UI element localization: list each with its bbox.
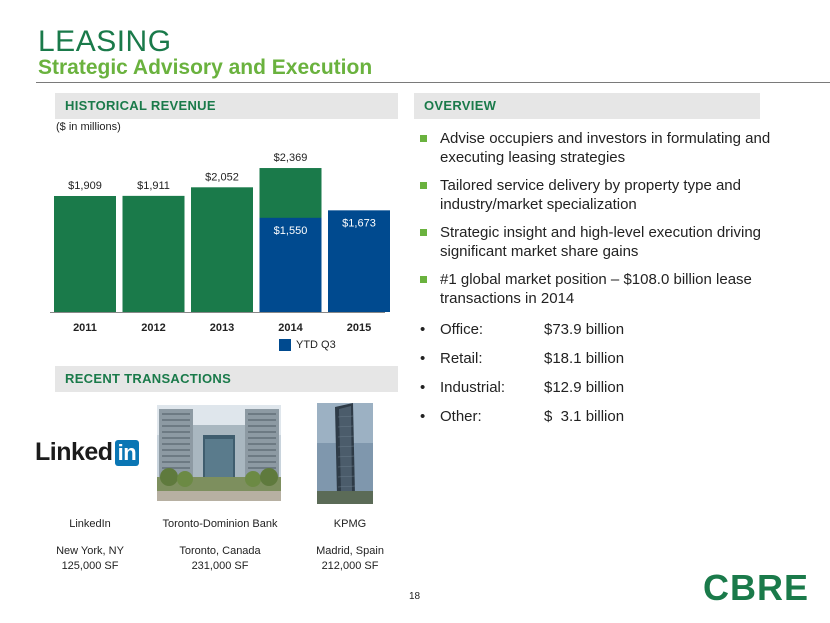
toronto-dominion-building-photo: [157, 405, 281, 501]
bullet-square-icon: [420, 276, 427, 283]
breakdown-row-other: • Other: $ 3.1 billion: [420, 408, 625, 425]
kpmg-tower-photo: [317, 403, 373, 504]
chart-units-label: ($ in millions): [56, 121, 121, 133]
bar-label-ytd-2015: $1,673: [342, 217, 376, 229]
transaction-kpmg: KPMG Madrid, Spain 212,000 SF: [316, 518, 384, 572]
overview-header: OVERVIEW: [414, 93, 760, 119]
recent-transactions-header: RECENT TRANSACTIONS: [55, 366, 398, 392]
cbre-logo: CBRE: [703, 567, 810, 608]
breakdown-row-office: • Office: $73.9 billion: [420, 321, 625, 338]
x-tick-2012: 2012: [141, 322, 165, 334]
x-tick-2011: 2011: [73, 322, 97, 334]
overview-bullet: #1 global market position – $108.0 billi…: [420, 270, 780, 308]
transaction-linkedin: LinkedIn New York, NY 125,000 SF: [56, 518, 124, 572]
page-subtitle: Strategic Advisory and Execution: [38, 56, 373, 79]
bar-ytd-2014: [259, 217, 322, 312]
x-tick-2013: 2013: [210, 322, 234, 334]
bar-ytd-2015: [328, 210, 390, 312]
bar-label-full-year-2013: $2,052: [205, 171, 239, 183]
bar-label-full-year-2014: $2,369: [274, 152, 308, 164]
bullet-square-icon: [420, 229, 427, 236]
bar-full-year-2011: [54, 195, 116, 312]
x-tick-2014: 2014: [278, 322, 303, 334]
title-divider: [36, 82, 830, 83]
x-tick-2015: 2015: [347, 322, 371, 334]
transaction-td-bank: Toronto-Dominion Bank Toronto, Canada 23…: [162, 518, 278, 572]
page-number: 18: [409, 591, 421, 602]
legend-swatch-ytd: [279, 339, 291, 351]
linkedin-logo: Linked in: [35, 438, 140, 467]
breakdown-row-industrial: • Industrial: $12.9 billion: [420, 379, 625, 396]
overview-bullet: Tailored service delivery by property ty…: [420, 176, 780, 214]
breakdown-row-retail: • Retail: $18.1 billion: [420, 350, 625, 367]
page-title: LEASING: [38, 25, 172, 58]
revenue-bar-chart: $1,909 2011 $1,911 2012 $2,052 2013 $2,369 $1,5…: [50, 152, 390, 334]
bullet-square-icon: [420, 135, 427, 142]
bar-label-ytd-2014: $1,550: [274, 225, 308, 237]
bullet-dot-icon: •: [420, 408, 426, 425]
overview-bullet: Advise occupiers and investors in formul…: [420, 129, 780, 167]
bar-full-year-2012: [122, 195, 185, 312]
transaction-breakdown: • Office: $73.9 billion • Retail: $18.1 bill…: [420, 320, 624, 436]
chart-legend: YTD Q3: [279, 339, 336, 351]
bullet-dot-icon: •: [420, 379, 426, 396]
bar-label-full-year-2011: $1,909: [68, 180, 102, 192]
historical-revenue-header: HISTORICAL REVENUE: [55, 93, 398, 119]
overview-bullet: Strategic insight and high-level executi…: [420, 223, 780, 261]
legend-label-ytd: YTD Q3: [296, 339, 336, 351]
bar-full-year-2013: [191, 187, 253, 312]
bar-label-full-year-2012: $1,911: [137, 180, 170, 192]
bullet-dot-icon: •: [420, 321, 426, 338]
bullet-square-icon: [420, 182, 427, 189]
overview-bullets: Advise occupiers and investors in formul…: [420, 129, 780, 317]
bullet-dot-icon: •: [420, 350, 426, 367]
